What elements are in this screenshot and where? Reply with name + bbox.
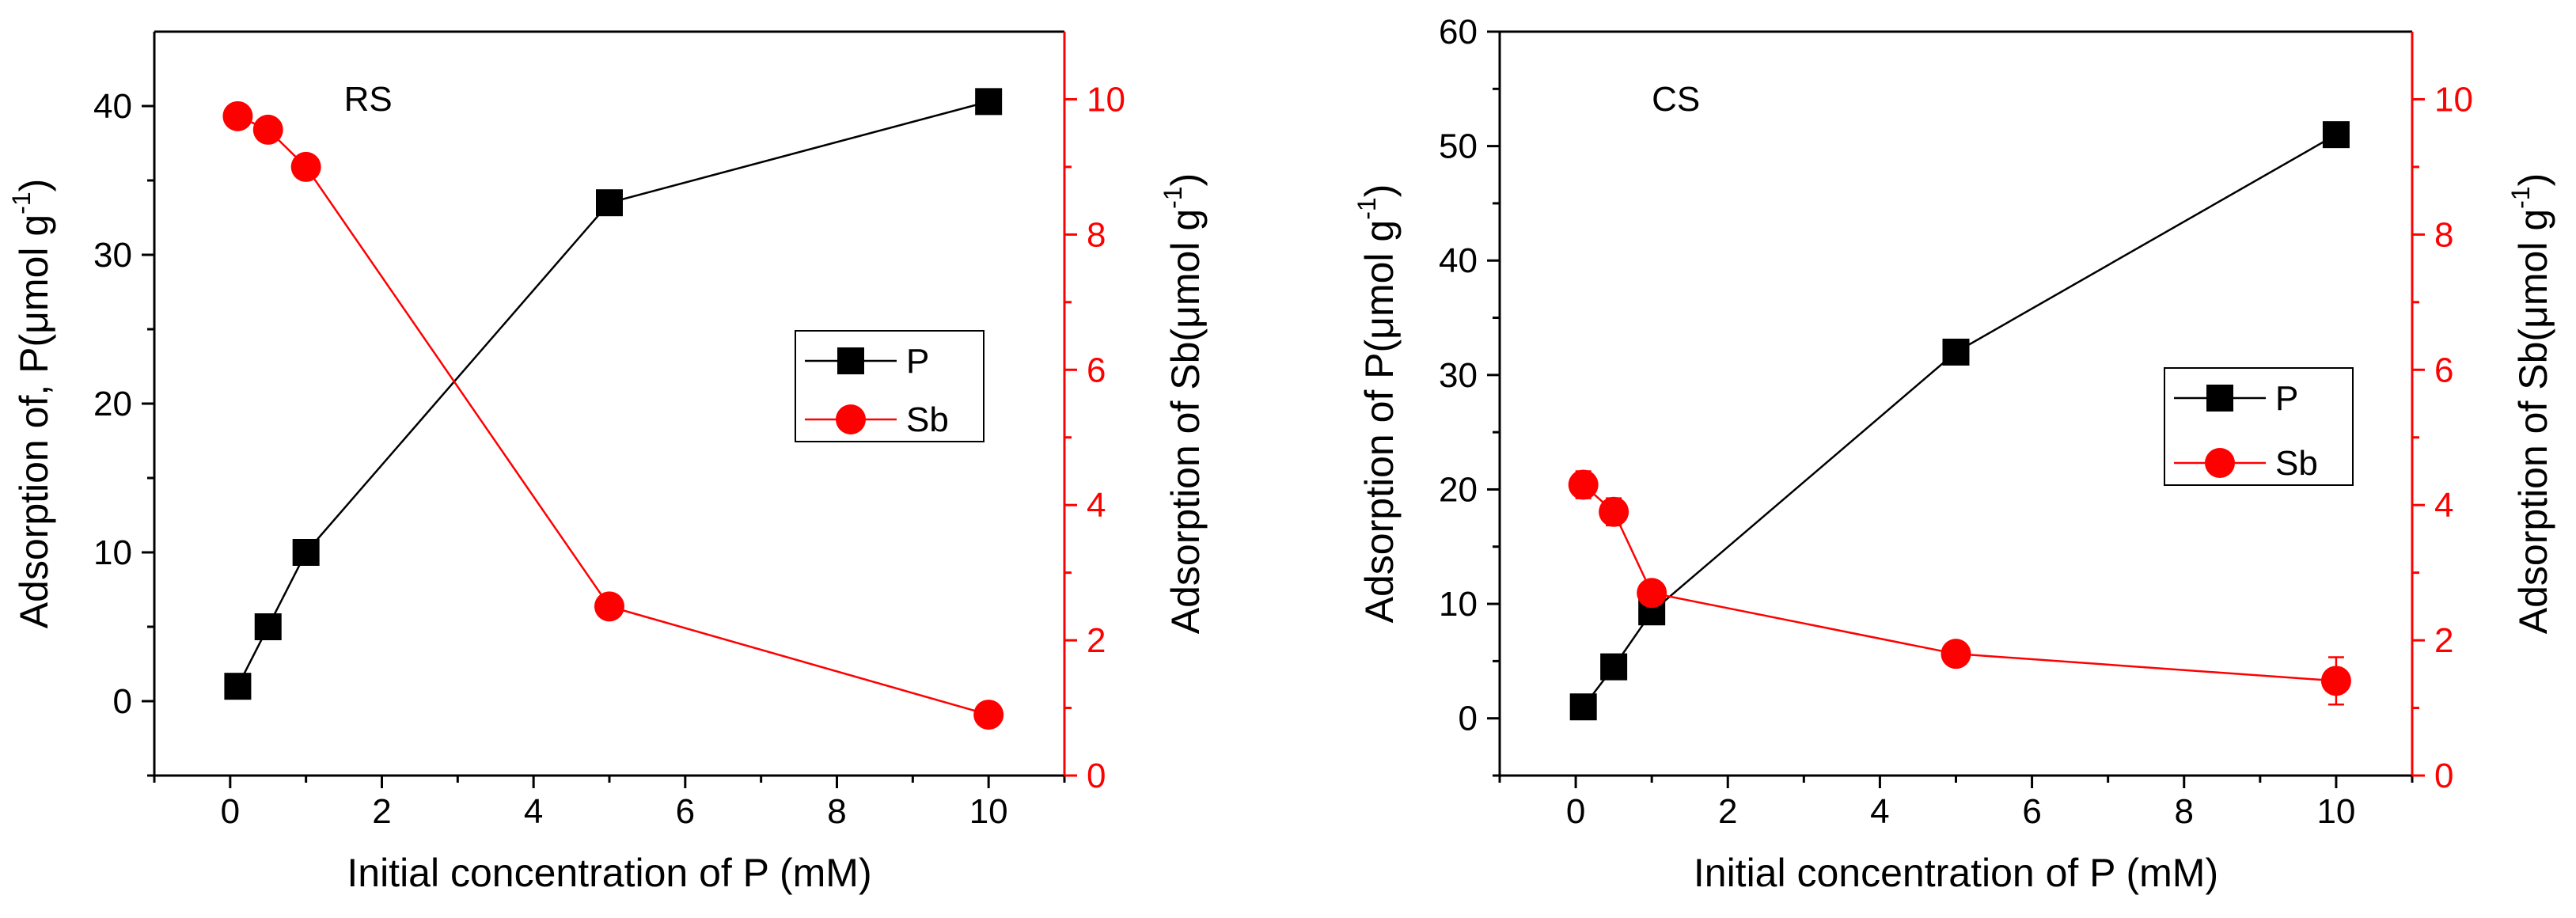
y-left-axis-title-text: Adsorption of P(μmol g xyxy=(1357,220,1402,624)
y-right-tick-label: 4 xyxy=(2434,486,2453,525)
y-right-tick-label: 4 xyxy=(1087,486,1106,525)
y-left-axis-title-close: ) xyxy=(12,179,56,192)
x-tick-label: 0 xyxy=(221,792,240,831)
x-tick-label: 10 xyxy=(2316,792,2355,831)
data-point-p xyxy=(254,613,282,640)
data-point-sb xyxy=(1637,578,1667,609)
y-left-axis-title-superscript: -1 xyxy=(1352,197,1381,219)
panel-label: RS xyxy=(344,80,393,119)
data-point-sb xyxy=(222,101,253,131)
y-left-tick-label: 10 xyxy=(1439,585,1478,624)
legend-label-p: P xyxy=(2275,379,2298,418)
legend-label-sb: Sb xyxy=(2275,444,2318,483)
x-tick-label: 6 xyxy=(676,792,695,831)
y-right-axis-title-superscript: -1 xyxy=(2506,186,2535,208)
legend-marker-sb xyxy=(2205,448,2235,478)
y-right-tick-label: 10 xyxy=(1087,80,1125,119)
y-left-tick-label: 30 xyxy=(1439,356,1478,395)
y-left-tick-label: 0 xyxy=(1459,700,1478,738)
legend-label-p: P xyxy=(906,342,929,381)
data-point-p xyxy=(975,88,1003,116)
y-right-axis-title-close: ) xyxy=(1163,173,1208,187)
y-left-axis-title: Adsorption of, P(μmol g-1) xyxy=(7,179,56,629)
y-right-tick-label: 6 xyxy=(1087,351,1106,389)
y-left-tick-label: 40 xyxy=(93,87,132,126)
x-tick-label: 2 xyxy=(372,792,391,831)
y-right-tick-label: 8 xyxy=(1087,215,1106,254)
y-right-axis-title-text: Adsorption of Sb(μmol g xyxy=(1163,209,1208,634)
data-point-p xyxy=(1942,338,1970,366)
y-right-tick-label: 0 xyxy=(1087,757,1106,795)
chart-panel-cs: 0 2 4 6 8 10 0 10 20 30 40 50 60 0 2 4 6 8 10 Initial conce… xyxy=(1352,13,2555,895)
x-tick-label: 4 xyxy=(524,792,543,831)
legend-marker-p xyxy=(2206,385,2233,412)
x-axis-title: Initial concentration of P (mM) xyxy=(1694,851,2218,895)
x-tick-label: 6 xyxy=(2022,792,2041,831)
data-point-sb xyxy=(973,700,1004,730)
data-point-p xyxy=(596,189,623,217)
legend-label-sb: Sb xyxy=(906,400,949,439)
y-right-tick-label: 10 xyxy=(2434,80,2473,119)
y-right-axis-title-superscript: -1 xyxy=(1159,186,1187,208)
x-tick-label: 4 xyxy=(1870,792,1889,831)
y-right-tick-label: 2 xyxy=(1087,621,1106,660)
y-left-tick-label: 0 xyxy=(113,682,132,721)
data-point-sb xyxy=(1941,639,1971,670)
legend-box xyxy=(795,330,984,442)
panel-label: CS xyxy=(1652,80,1700,119)
y-left-axis-title-superscript: -1 xyxy=(7,192,36,214)
x-axis-title: Initial concentration of P (mM) xyxy=(347,851,871,895)
y-right-tick-label: 8 xyxy=(2434,215,2453,254)
legend-marker-sb xyxy=(836,404,866,434)
legend: P Sb xyxy=(795,330,984,442)
y-right-axis-title: Adsorption of Sb(μmol g-1) xyxy=(2506,173,2555,635)
data-point-p xyxy=(2322,121,2350,149)
legend-marker-p xyxy=(837,347,864,374)
data-point-p xyxy=(1600,653,1628,681)
y-right-axis-title: Adsorption of Sb(μmol g-1) xyxy=(1159,173,1208,635)
y-left-tick-label: 20 xyxy=(1439,470,1478,509)
x-tick-label: 2 xyxy=(1718,792,1737,831)
data-point-p xyxy=(1569,693,1597,721)
y-left-tick-label: 20 xyxy=(93,385,132,423)
y-left-tick-label: 40 xyxy=(1439,241,1478,280)
data-point-sb xyxy=(594,591,624,622)
y-left-tick-label: 60 xyxy=(1439,13,1478,51)
legend: P Sb xyxy=(2164,367,2354,486)
data-point-sb xyxy=(290,151,321,182)
y-left-axis-title-close: ) xyxy=(1357,184,1402,198)
x-tick-label: 8 xyxy=(827,792,846,831)
data-point-sb xyxy=(1568,469,1599,500)
y-right-tick-label: 6 xyxy=(2434,351,2453,389)
legend-box xyxy=(2164,367,2354,486)
y-left-tick-label: 50 xyxy=(1439,127,1478,166)
y-right-tick-label: 2 xyxy=(2434,621,2453,660)
x-tick-label: 10 xyxy=(969,792,1008,831)
data-point-p xyxy=(292,539,320,566)
y-left-tick-label: 30 xyxy=(93,236,132,275)
y-right-axis-title-close: ) xyxy=(2511,173,2555,187)
y-right-tick-label: 0 xyxy=(2434,757,2453,795)
data-point-sb xyxy=(2320,666,2351,696)
y-left-tick-label: 10 xyxy=(93,533,132,572)
data-point-sb xyxy=(1599,496,1629,527)
y-left-axis-title-text: Adsorption of, P(μmol g xyxy=(12,214,56,629)
y-right-axis-title-text: Adsorption of Sb(μmol g xyxy=(2511,209,2555,634)
data-point-p xyxy=(224,673,252,700)
x-tick-label: 0 xyxy=(1566,792,1585,831)
data-point-sb xyxy=(252,114,283,145)
x-tick-label: 8 xyxy=(2175,792,2194,831)
chart-panel-rs: 0 2 4 6 8 10 0 10 20 30 40 0 2 4 6 8 10 Initial concentra… xyxy=(7,30,1208,895)
y-left-axis-title: Adsorption of P(μmol g-1) xyxy=(1352,184,1402,624)
